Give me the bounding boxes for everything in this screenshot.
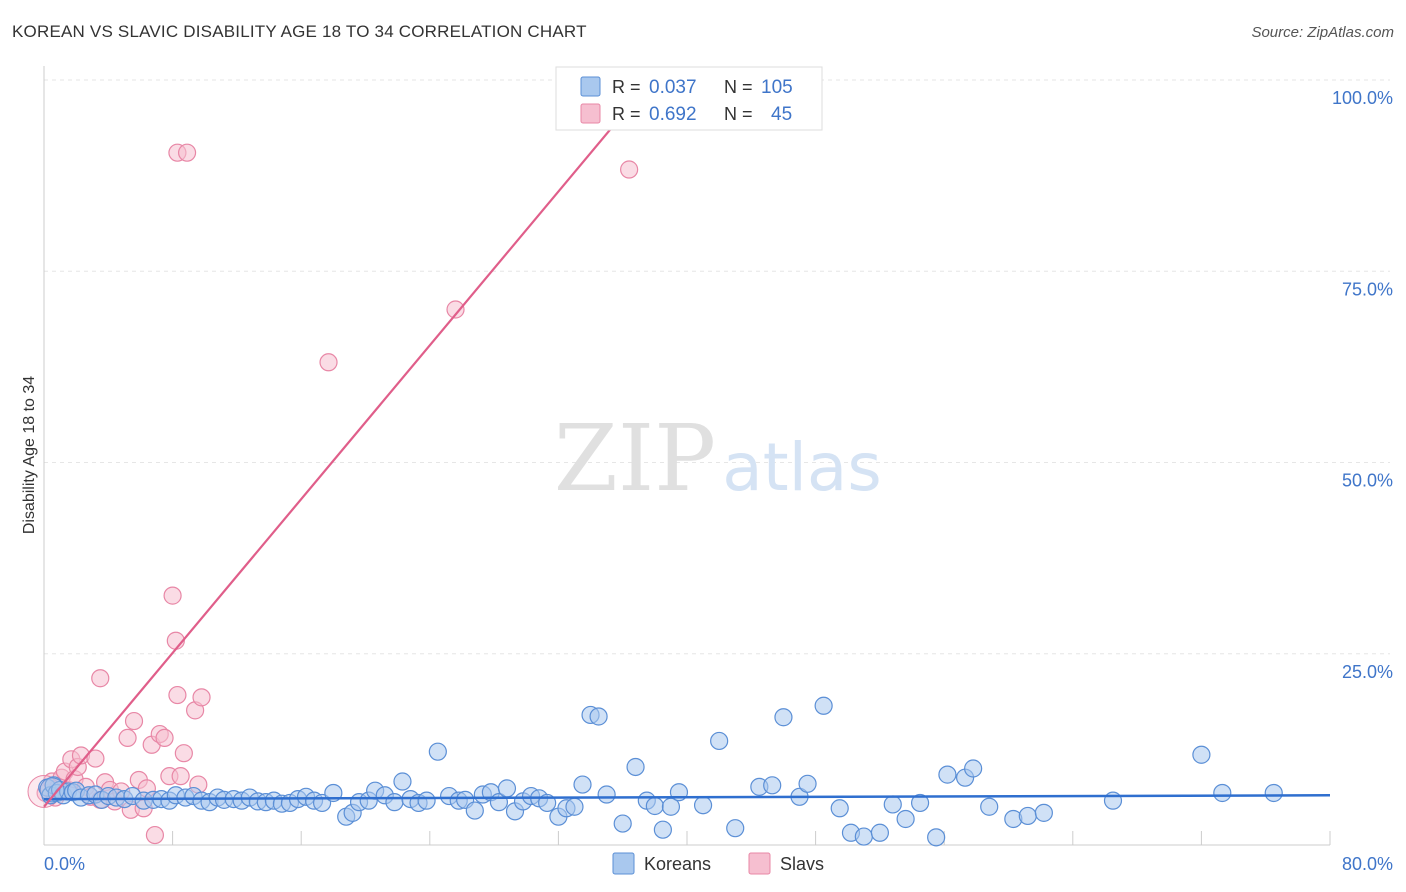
- data-point-koreans: [910, 793, 930, 813]
- data-point-koreans: [1192, 745, 1211, 764]
- legend-r-value-slavs: 0.692: [649, 104, 697, 125]
- data-point-koreans: [693, 796, 713, 815]
- y-axis-label: Disability Age 18 to 34: [21, 376, 38, 534]
- data-point-koreans: [854, 827, 873, 846]
- legend-swatch-slavs: [580, 103, 601, 124]
- data-point-koreans: [896, 809, 915, 829]
- data-point-slavs: [446, 300, 465, 319]
- data-point-koreans: [645, 796, 664, 816]
- data-point-koreans: [653, 820, 672, 839]
- legend-bottom-swatch-slavs: [748, 852, 771, 875]
- data-point-slavs: [168, 685, 187, 705]
- data-point-koreans: [870, 823, 890, 842]
- data-point-koreans: [830, 799, 849, 818]
- data-point-koreans: [385, 793, 404, 812]
- legend-n-label-koreans: N =: [724, 77, 753, 97]
- x-tick-label: 0.0%: [44, 854, 85, 874]
- series-legend: Koreans Slavs: [612, 852, 824, 875]
- trendline-slavs: [43, 79, 653, 808]
- data-point-slavs: [86, 749, 105, 768]
- data-point-koreans: [964, 759, 983, 778]
- data-point-slavs: [174, 744, 193, 763]
- legend-r-value-koreans: 0.037: [649, 77, 697, 98]
- trendline-koreans: [43, 794, 1331, 801]
- y-tick-label: 100.0%: [1332, 88, 1393, 108]
- legend-bottom-label-koreans: Koreans: [644, 854, 711, 874]
- legend-r-label-koreans: R =: [612, 77, 641, 97]
- data-point-koreans: [1213, 783, 1232, 803]
- data-point-koreans: [980, 797, 999, 816]
- legend-n-value-slavs: 45: [771, 104, 792, 125]
- legend-n-label-slavs: N =: [724, 104, 753, 124]
- data-point-slavs: [620, 160, 639, 179]
- data-point-slavs: [91, 669, 110, 688]
- legend-n-value-koreans: 105: [761, 77, 793, 98]
- data-point-slavs: [192, 688, 211, 707]
- chart-title: KOREAN VS SLAVIC DISABILITY AGE 18 TO 34…: [12, 22, 587, 41]
- data-point-koreans-cluster: [39, 777, 65, 803]
- y-tick-label: 75.0%: [1342, 279, 1393, 299]
- y-tick-label: 50.0%: [1342, 471, 1393, 491]
- data-point-koreans: [763, 776, 782, 795]
- data-point-slavs: [118, 728, 137, 748]
- data-point-koreans: [573, 775, 592, 794]
- series-slavs-points: [27, 143, 639, 845]
- watermark-atlas: atlas: [722, 429, 882, 506]
- data-point-koreans: [1264, 783, 1283, 803]
- data-point-koreans: [798, 774, 817, 793]
- data-point-koreans: [497, 779, 517, 798]
- data-point-slavs: [155, 728, 174, 748]
- legend-r-label-slavs: R =: [612, 104, 641, 124]
- data-point-koreans: [626, 757, 645, 777]
- data-point-slavs: [163, 586, 182, 605]
- gridlines: [44, 79, 1390, 655]
- stats-legend: R = 0.037 N = 105 R = 0.692 N = 45: [555, 66, 823, 131]
- data-point-koreans: [938, 765, 957, 784]
- data-point-koreans: [393, 772, 412, 791]
- legend-bottom-label-slavs: Slavs: [780, 854, 824, 874]
- data-point-koreans: [565, 797, 584, 816]
- trendlines: [43, 79, 1331, 808]
- data-point-slavs: [319, 353, 338, 372]
- data-point-koreans: [1018, 806, 1037, 826]
- data-point-koreans: [597, 785, 616, 804]
- data-point-slavs: [177, 143, 197, 162]
- data-point-koreans: [589, 707, 608, 726]
- axes: [43, 66, 1331, 846]
- data-point-koreans: [883, 795, 902, 814]
- data-point-koreans: [927, 828, 946, 847]
- data-point-koreans: [465, 801, 484, 820]
- data-point-koreans: [1034, 803, 1053, 822]
- y-tick-label: 25.0%: [1342, 662, 1393, 682]
- data-point-koreans: [726, 819, 745, 838]
- watermark: ZIP atlas: [554, 405, 882, 512]
- data-point-koreans: [710, 731, 729, 751]
- x-tick-label: 80.0%: [1342, 854, 1393, 874]
- series-koreans-points: [38, 696, 1283, 847]
- data-point-koreans: [417, 791, 436, 810]
- tick-labels: 25.0% 50.0% 75.0% 100.0% 0.0% 80.0%: [44, 88, 1393, 874]
- data-point-slavs: [171, 767, 190, 786]
- data-point-koreans: [428, 742, 447, 761]
- data-point-koreans: [613, 814, 632, 833]
- data-point-slavs: [145, 825, 165, 845]
- source-label: Source: ZipAtlas.com: [1251, 24, 1394, 41]
- data-point-slavs: [124, 711, 144, 731]
- legend-swatch-koreans: [580, 76, 601, 97]
- data-point-koreans: [774, 708, 793, 727]
- watermark-zip: ZIP: [554, 405, 716, 512]
- legend-bottom-swatch-koreans: [612, 852, 635, 875]
- data-point-koreans: [814, 696, 833, 715]
